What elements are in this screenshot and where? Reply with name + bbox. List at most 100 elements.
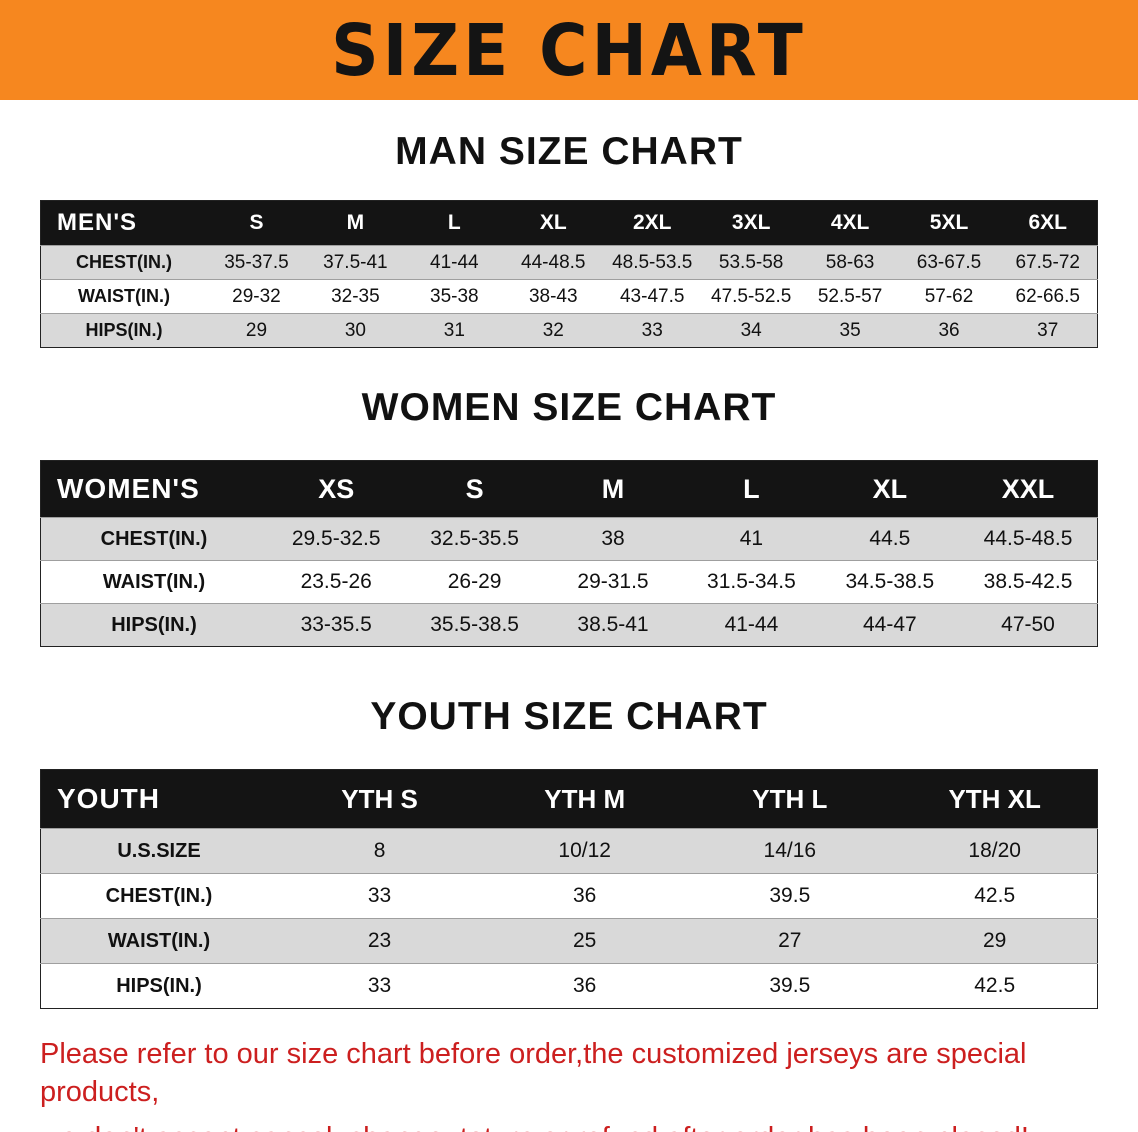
row-label: HIPS(IN.)	[111, 613, 197, 636]
size-header-cell: XS	[267, 460, 406, 518]
section-heading-youth: YOUTH SIZE CHART	[370, 695, 768, 738]
value-cell: 67.5-72	[1015, 251, 1080, 273]
row-label: CHEST(IN.)	[76, 252, 172, 272]
size-header-cell: M	[543, 460, 683, 518]
row-label: WAIST(IN.)	[107, 929, 211, 952]
size-header-cell: YTH M	[482, 769, 688, 829]
value-cell: 53.5-58	[718, 251, 784, 273]
value-cell: 18/20	[968, 839, 1021, 862]
table-row: HIPS(IN.) 33 36 39.5 42.5	[40, 963, 1098, 1009]
value-cell: 44-48.5	[521, 251, 586, 273]
value-cell: 39.5	[769, 974, 811, 997]
size-header-cell: M	[305, 200, 405, 246]
value-cell: 58-63	[825, 251, 875, 273]
value-cell: 33	[367, 974, 392, 997]
row-label: WAIST(IN.)	[78, 286, 170, 306]
value-cell: 44-47	[862, 613, 917, 636]
size-header-cell: L	[404, 200, 504, 246]
size-header-cell: 4XL	[800, 200, 900, 246]
value-cell: 29	[245, 319, 268, 341]
size-header-cell: XXL	[959, 460, 1098, 518]
row-label: CHEST(IN.)	[100, 527, 208, 550]
banner: SIZE CHART	[0, 0, 1138, 100]
value-cell: 30	[344, 319, 366, 341]
value-cell: 10/12	[558, 839, 611, 862]
value-cell: 38.5-41	[577, 613, 649, 636]
value-cell: 41-44	[430, 251, 479, 273]
size-header-cell: XL	[820, 460, 960, 518]
value-cell: 25	[573, 929, 597, 952]
value-cell: 33-35.5	[300, 613, 372, 636]
size-header-cell: 3XL	[701, 200, 801, 246]
value-cell: 31.5-34.5	[707, 570, 796, 593]
value-cell: 36	[938, 319, 960, 341]
value-cell: 33	[641, 319, 663, 341]
row-label: CHEST(IN.)	[105, 884, 213, 907]
women-size-table: WOMEN'S XS S M L XL XXL CHEST(IN.) 29.5-32.5 32.5…	[40, 460, 1098, 647]
size-header-cell: 5XL	[899, 200, 999, 246]
value-cell: 35.5-38.5	[430, 613, 519, 636]
section-heading-men: MAN SIZE CHART	[395, 130, 743, 173]
table-row: CHEST(IN.) 33 36 39.5 42.5	[40, 873, 1098, 919]
men-size-table: MEN'S S M L XL 2XL 3XL 4XL 5XL 6XL CHEST(IN.) 35-37…	[40, 200, 1098, 348]
value-cell: 35	[839, 319, 861, 341]
value-cell: 37	[1037, 319, 1059, 341]
value-cell: 29-31.5	[577, 570, 649, 593]
table-row: U.S.SIZE 8 10/12 14/16 18/20	[40, 828, 1098, 874]
value-cell: 44.5-48.5	[983, 527, 1073, 550]
value-cell: 63-67.5	[916, 251, 982, 273]
man-size-chart-section: MAN SIZE CHART MEN'S S M L XL 2XL 3XL 4XL 5XL 6XL…	[0, 100, 1138, 348]
disclaimer-line-2: we don't accept cancel, change, teturn o…	[40, 1119, 1138, 1132]
table-row: WAIST(IN.) 23.5-26 26-29 29-31.5 31.5-34.5 34…	[40, 560, 1098, 604]
table-row: WAIST(IN.) 23 25 27 29	[40, 918, 1098, 964]
value-cell: 32.5-35.5	[430, 527, 519, 550]
size-header-cell: YTH S	[277, 769, 483, 829]
row-label: HIPS(IN.)	[85, 320, 163, 340]
table-header-row: YOUTH YTH S YTH M YTH L YTH XL	[40, 769, 1098, 829]
table-title-cell: MEN'S	[40, 200, 207, 246]
value-cell: 38.5-42.5	[983, 570, 1073, 593]
value-cell: 36	[573, 884, 597, 907]
table-row: CHEST(IN.) 35-37.5 37.5-41 41-44 44-48.5 48.5…	[40, 245, 1098, 280]
table-header-row: MEN'S S M L XL 2XL 3XL 4XL 5XL 6XL	[40, 200, 1098, 246]
value-cell: 32-35	[331, 285, 380, 307]
value-cell: 52.5-57	[817, 285, 883, 307]
value-cell: 33	[367, 884, 392, 907]
table-title-cell: YOUTH	[40, 769, 277, 829]
women-size-chart-section: WOMEN SIZE CHART WOMEN'S XS S M L XL XXL CHEST(…	[0, 348, 1138, 647]
value-cell: 43-47.5	[619, 285, 685, 307]
value-cell: 27	[778, 929, 802, 952]
table-header-row: WOMEN'S XS S M L XL XXL	[40, 460, 1098, 518]
table-title-cell: WOMEN'S	[40, 460, 267, 518]
value-cell: 34	[740, 319, 762, 341]
table-row: WAIST(IN.) 29-32 32-35 35-38 38-43 43-47.5 47.…	[40, 279, 1098, 314]
size-header-cell: 2XL	[602, 200, 702, 246]
row-label: HIPS(IN.)	[116, 974, 202, 997]
value-cell: 57-62	[924, 285, 974, 307]
value-cell: 8	[373, 839, 386, 862]
value-cell: 47-50	[1001, 613, 1055, 636]
value-cell: 38	[601, 527, 625, 550]
value-cell: 41	[739, 527, 764, 550]
value-cell: 23.5-26	[300, 570, 372, 593]
row-label: U.S.SIZE	[117, 839, 201, 862]
value-cell: 14/16	[763, 839, 817, 862]
value-cell: 47.5-52.5	[711, 285, 792, 307]
value-cell: 23	[367, 929, 392, 952]
table-row: HIPS(IN.) 33-35.5 35.5-38.5 38.5-41 41-44 44-…	[40, 603, 1098, 647]
size-header-cell: YTH XL	[892, 769, 1098, 829]
value-cell: 39.5	[769, 884, 811, 907]
value-cell: 29	[983, 929, 1007, 952]
value-cell: 42.5	[974, 884, 1016, 907]
value-cell: 29-32	[232, 285, 281, 307]
value-cell: 41-44	[724, 613, 779, 636]
value-cell: 32	[542, 319, 564, 341]
row-label: WAIST(IN.)	[102, 570, 206, 593]
value-cell: 36	[573, 974, 597, 997]
value-cell: 35-38	[430, 285, 479, 307]
size-header-cell: XL	[503, 200, 603, 246]
value-cell: 42.5	[974, 974, 1016, 997]
value-cell: 62-66.5	[1015, 285, 1080, 307]
size-header-cell: L	[682, 460, 821, 518]
